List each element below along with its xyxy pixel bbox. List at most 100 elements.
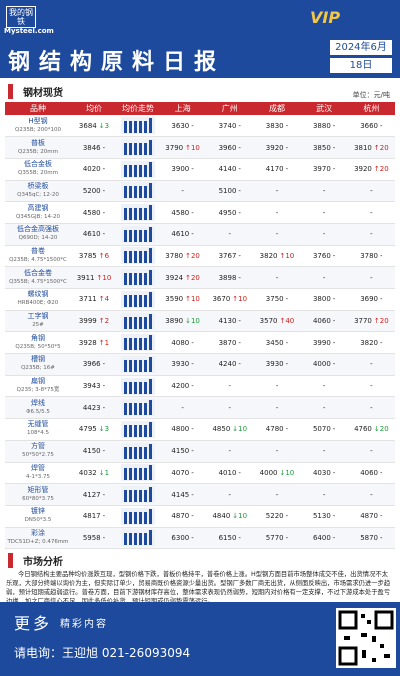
price: 3750 [265,295,284,304]
city-price: - [347,440,395,463]
avg-price: 3966- [71,353,117,376]
city-price: 4610- [159,223,207,246]
city-price: 4870- [159,505,207,528]
change: - [102,382,106,391]
spec: Q345GJB; 14-20 [15,213,61,220]
price: 4010 [218,468,237,477]
city-price: - [347,180,395,203]
product: 螺纹钢 HRB400E; Φ20 [5,288,71,311]
price: 3960 [218,143,237,152]
change: - [332,317,336,326]
change: - [102,533,106,542]
city-price: - [253,396,301,420]
price-table: 品种 均价 均价走势 上海 广州 成都 武汉 杭州 H型钢 Q235B; 200*100 3684… [5,102,395,550]
trend [121,160,155,178]
avg-price: 4032 ↓1 [71,462,117,485]
price: 5870 [360,533,379,542]
city-price: 3898- [206,266,254,289]
price: - [322,186,326,195]
product-name: 普板 [31,138,45,147]
product: 镀锌 DN50*3.5 [5,505,71,528]
price: - [370,382,373,391]
city-price: 4800- [159,418,207,441]
city-price: - [300,180,348,203]
price: 4800 [171,425,190,434]
change: - [238,338,241,347]
price: 3767 [218,251,237,260]
avg-price: 5200- [71,180,117,203]
city-price: 3660- [347,115,395,138]
footer: 更多 精彩内容 请电询：王迎旭 021-26093094 [0,602,400,676]
change: ↑2 [98,317,110,326]
product-name: 方管 [31,442,45,451]
city-price: 3780 ↑20 [159,245,207,268]
product-name: 低合金板 [24,160,52,169]
change: ↑20 [373,143,389,152]
city-price: 4780- [253,418,301,441]
price: 5770 [265,533,284,542]
city-price: - [253,440,301,463]
city-price: - [206,396,254,420]
price: - [275,208,279,217]
column-header: 杭州 [347,102,395,115]
price: - [322,490,326,499]
change: - [285,425,289,434]
avg-price: 3911 ↑10 [71,266,117,289]
spec: Q235; 3-8*75宽 [16,387,60,394]
product: 槽钢 Q235B; 16# [5,353,71,376]
product: 低合金高强板 Q690D; 14-20 [5,223,71,246]
city-price: 3800- [300,288,348,311]
change: - [238,468,241,477]
city-price: 3770 ↑20 [347,310,395,333]
price: - [370,490,373,499]
city-price: - [300,396,348,420]
city-price: 3810 ↑20 [347,136,395,159]
change: - [191,425,194,434]
avg-price: 4817- [71,505,117,528]
price: 3966 [82,360,101,369]
change: - [102,490,106,499]
trend [121,355,155,373]
trend [121,182,155,200]
change: - [285,512,289,521]
spec: Q235B; 20mm [18,148,58,155]
price: 3590 [165,295,184,304]
city-price: - [206,223,254,246]
change: - [332,468,336,477]
row: 螺纹钢 HRB400E; Φ20 3711 ↑4 3590 ↑10 3670 ↑10 3750-… [5,288,395,311]
spec: DN50*3.5 [24,517,52,524]
spec: Q355B; 4.75*1500*C [9,278,67,285]
city-price: 5100- [206,180,254,203]
price: - [370,403,373,412]
product-name: 扁钢 [31,377,45,386]
row: 低合金卷 Q355B; 4.75*1500*C 3911 ↑10 3924 ↑20 3898… [5,266,395,289]
city-price: 3590 ↑10 [159,288,207,311]
city-price: 3930- [253,353,301,376]
product-name: 槽钢 [31,355,45,364]
price: 4870 [171,512,190,521]
price: 3780 [165,251,184,260]
change: - [285,143,289,152]
price: 3570 [259,317,278,326]
price: 5070 [312,425,331,434]
avg-price: 3785 ↑6 [71,245,117,268]
product-name: 工字钢 [27,312,49,321]
change: ↓10 [232,425,248,434]
city-price: 4760 ↓20 [347,418,395,441]
trend-cell [117,136,159,159]
change: - [191,360,194,369]
row: 方管 50*50*2.75 4150-4150- - - - - [5,440,395,463]
trend [121,529,155,547]
trend-cell [117,440,159,463]
change: - [238,143,241,152]
price: 3898 [218,273,237,282]
city-price: 3767- [206,245,254,268]
city-price: 4870- [347,505,395,528]
city-price: 5220- [253,505,301,528]
city-price: 4000 ↓10 [253,462,301,485]
change: - [380,121,383,130]
trend [121,290,155,308]
city-price: 3740- [206,115,254,138]
price: 4080 [171,338,190,347]
row: 低合金板 Q355B; 20mm 4020-3900-4140-4170-3970-… [5,158,395,181]
